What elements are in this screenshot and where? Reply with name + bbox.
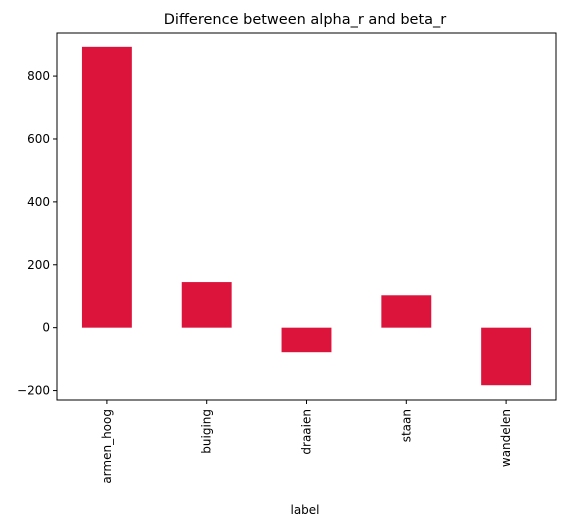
y-tick-label: 0: [42, 321, 50, 335]
x-tick-label: armen_hoog: [100, 409, 114, 484]
x-tick-label: draaien: [300, 409, 314, 455]
bar-draaien: [282, 328, 332, 353]
x-tick-label: staan: [399, 409, 413, 442]
y-tick-label: 200: [27, 258, 50, 272]
bar-wandelen: [481, 328, 531, 386]
x-axis-label: label: [290, 503, 319, 517]
x-tick-label: buiging: [200, 409, 214, 454]
y-tick-label: 800: [27, 69, 50, 83]
y-tick-label: −200: [17, 384, 50, 398]
bar-armen_hoog: [82, 47, 132, 328]
x-tick-label: wandelen: [499, 409, 513, 467]
chart-title: Difference between alpha_r and beta_r: [164, 12, 447, 28]
bar-staan: [381, 295, 431, 327]
y-tick-label: 400: [27, 195, 50, 209]
bar-buiging: [182, 282, 232, 328]
y-tick-label: 600: [27, 132, 50, 146]
